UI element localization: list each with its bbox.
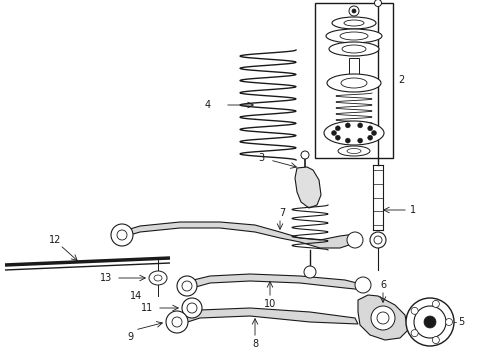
Circle shape (414, 306, 446, 338)
Circle shape (445, 319, 452, 325)
Circle shape (358, 123, 363, 128)
Circle shape (368, 135, 373, 140)
Ellipse shape (154, 275, 162, 281)
Text: 9: 9 (127, 332, 133, 342)
Ellipse shape (326, 29, 382, 43)
Circle shape (352, 9, 356, 13)
Circle shape (335, 135, 341, 140)
Text: 6: 6 (380, 280, 386, 290)
Circle shape (182, 298, 202, 318)
Circle shape (117, 230, 127, 240)
Ellipse shape (324, 121, 384, 145)
Circle shape (301, 151, 309, 159)
Ellipse shape (344, 20, 364, 26)
Bar (315, 3, 393, 158)
Polygon shape (175, 308, 358, 326)
Circle shape (411, 307, 418, 314)
Circle shape (332, 131, 337, 135)
Text: 12: 12 (49, 235, 61, 245)
Circle shape (349, 6, 359, 16)
Polygon shape (185, 274, 365, 290)
Circle shape (177, 276, 197, 296)
Circle shape (432, 337, 440, 343)
Ellipse shape (341, 78, 367, 88)
Circle shape (182, 281, 192, 291)
Ellipse shape (340, 32, 368, 40)
Circle shape (335, 126, 341, 131)
Circle shape (371, 306, 395, 330)
Ellipse shape (342, 45, 366, 53)
Circle shape (432, 301, 440, 307)
Circle shape (406, 298, 454, 346)
Text: 11: 11 (141, 303, 153, 313)
Text: 14: 14 (130, 291, 142, 301)
Text: 7: 7 (279, 208, 285, 218)
Circle shape (368, 126, 373, 131)
Text: 8: 8 (252, 339, 258, 349)
Ellipse shape (329, 42, 379, 56)
Circle shape (370, 232, 386, 248)
Circle shape (345, 123, 350, 128)
Circle shape (304, 266, 316, 278)
Bar (349, 58, 359, 76)
Text: 13: 13 (100, 273, 112, 283)
Circle shape (424, 316, 436, 328)
Circle shape (111, 224, 133, 246)
Circle shape (411, 330, 418, 337)
Circle shape (355, 277, 371, 293)
Ellipse shape (149, 271, 167, 285)
Text: 10: 10 (264, 299, 276, 309)
Ellipse shape (338, 146, 370, 156)
Circle shape (187, 303, 197, 313)
Ellipse shape (327, 74, 381, 92)
Circle shape (374, 236, 382, 244)
Circle shape (371, 131, 376, 135)
Text: 3: 3 (258, 153, 264, 163)
Ellipse shape (332, 17, 376, 29)
Polygon shape (358, 295, 408, 340)
Circle shape (172, 317, 182, 327)
Circle shape (345, 138, 350, 143)
Text: 4: 4 (205, 100, 211, 110)
Ellipse shape (347, 149, 361, 153)
Polygon shape (295, 167, 321, 208)
Circle shape (347, 232, 363, 248)
Text: 1: 1 (410, 205, 416, 215)
Circle shape (374, 0, 382, 6)
Polygon shape (120, 222, 360, 248)
Circle shape (377, 312, 389, 324)
Circle shape (166, 311, 188, 333)
Circle shape (358, 138, 363, 143)
Text: 5: 5 (458, 317, 464, 327)
Text: 2: 2 (398, 75, 404, 85)
